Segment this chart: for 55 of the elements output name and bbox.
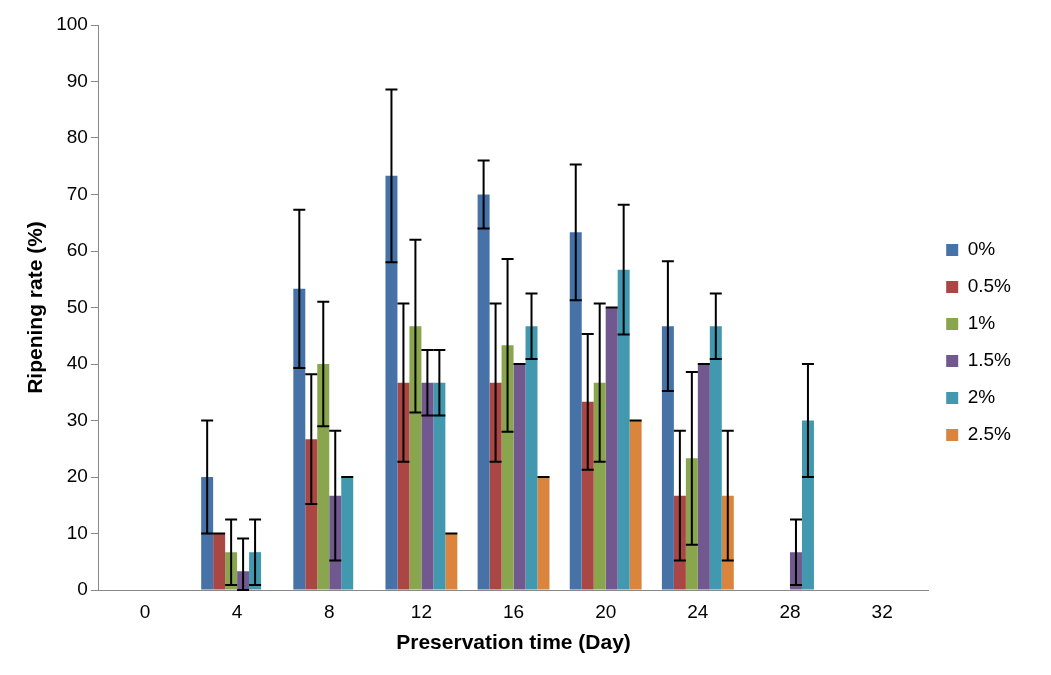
y-tick-label: 30	[66, 408, 88, 430]
x-tick-label: 20	[595, 600, 617, 622]
y-tick-label: 60	[66, 239, 88, 261]
bar	[581, 401, 594, 590]
legend-label: 1.5%	[967, 349, 1012, 371]
y-tick-label: 70	[66, 182, 88, 204]
x-tick-label: 16	[502, 600, 525, 622]
y-tick-label: 80	[66, 126, 88, 148]
bar	[341, 477, 354, 590]
x-tick-label: 4	[231, 600, 243, 622]
bar	[445, 533, 458, 590]
y-tick-label: 50	[66, 295, 88, 317]
y-tick-label: 10	[66, 521, 88, 543]
bar	[489, 382, 502, 590]
bar	[385, 175, 398, 590]
x-tick-label: 24	[687, 600, 709, 622]
bar	[409, 326, 422, 590]
bar	[537, 477, 550, 590]
bar	[501, 345, 514, 590]
bar	[661, 326, 674, 590]
y-tick-label: 40	[66, 352, 88, 374]
bar	[605, 307, 618, 590]
x-tick-label: 28	[779, 600, 801, 622]
bar	[305, 439, 318, 590]
x-tick-label: 12	[410, 600, 432, 622]
legend-label: 1%	[967, 312, 996, 334]
x-tick-label: 0	[139, 600, 151, 622]
bar	[697, 364, 710, 590]
x-tick-label: 8	[323, 600, 335, 622]
legend-label: 0.5%	[967, 275, 1012, 297]
bar	[629, 420, 642, 590]
bar	[525, 326, 538, 590]
bar	[593, 382, 606, 590]
bar	[709, 326, 722, 590]
bar	[617, 269, 630, 590]
y-tick-label: 100	[56, 13, 88, 35]
y-tick-label: 0	[77, 578, 88, 600]
bar	[293, 288, 306, 590]
bar	[317, 364, 330, 590]
bar	[513, 364, 526, 590]
legend-label: 2.5%	[967, 423, 1012, 445]
bar	[801, 420, 814, 590]
bar	[433, 382, 446, 590]
x-axis-title: Preservation time (Day)	[396, 630, 631, 654]
y-tick-label: 20	[66, 465, 88, 487]
x-tick-label: 32	[871, 600, 893, 622]
legend-label: 2%	[967, 386, 996, 408]
bar	[569, 232, 582, 590]
bar	[477, 194, 490, 590]
y-tick-label: 90	[66, 69, 88, 91]
y-axis-title: Ripening rate (%)	[23, 221, 47, 394]
bar	[213, 533, 226, 590]
bar	[397, 382, 410, 590]
bar	[421, 382, 434, 590]
legend-label: 0%	[967, 238, 996, 260]
